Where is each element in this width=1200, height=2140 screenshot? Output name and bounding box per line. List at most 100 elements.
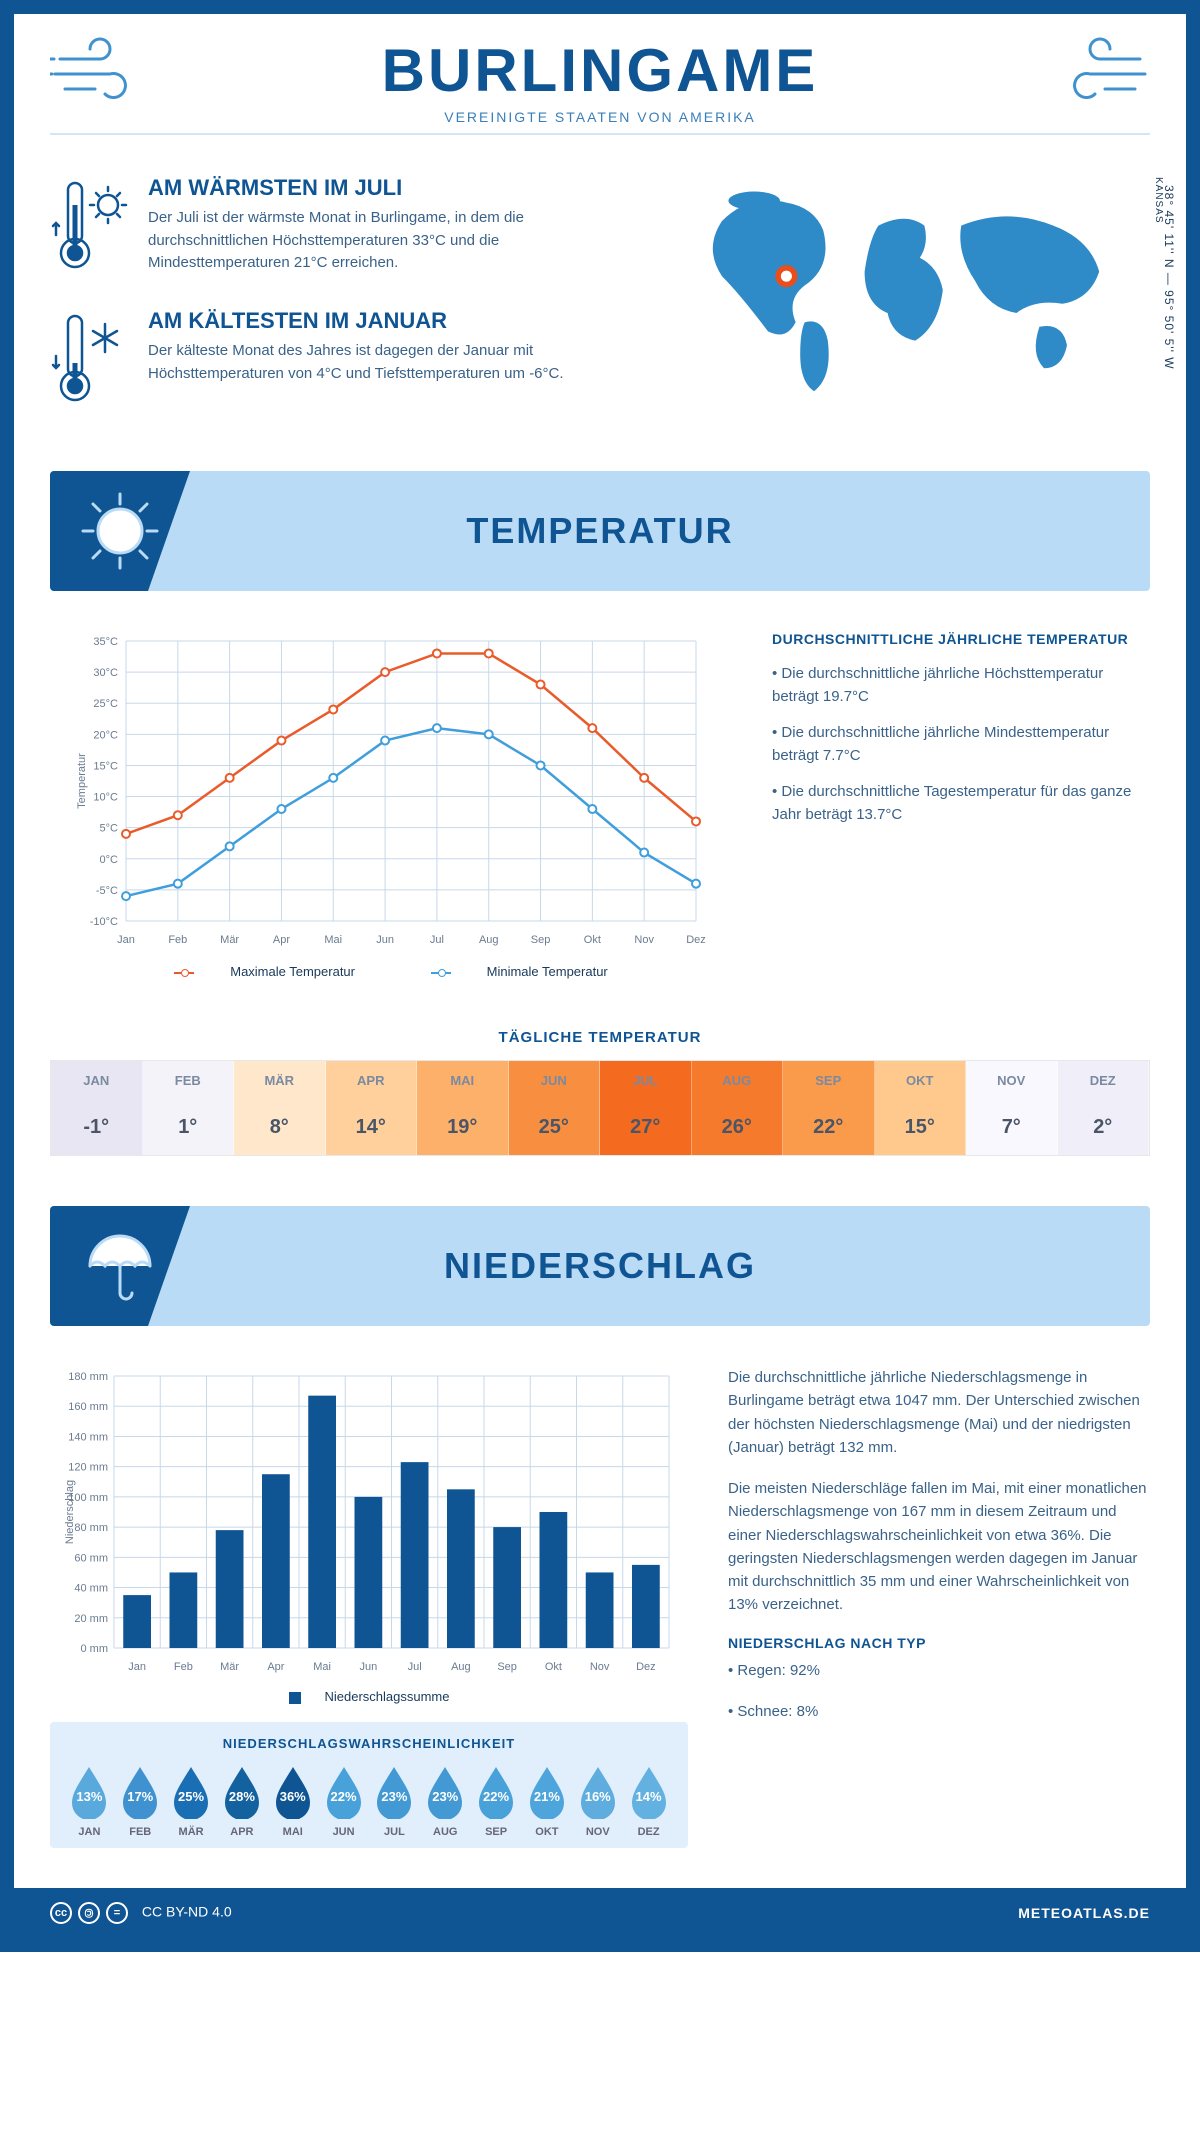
temp-info-heading: DURCHSCHNITTLICHE JÄHRLICHE TEMPERATUR	[772, 631, 1150, 647]
sun-icon	[50, 471, 190, 591]
coldest-block: AM KÄLTESTEN IM JANUAR Der kälteste Mona…	[50, 308, 622, 413]
svg-text:160 mm: 160 mm	[68, 1401, 108, 1413]
svg-text:60 mm: 60 mm	[74, 1552, 108, 1564]
site-name: METEOATLAS.DE	[1018, 1905, 1150, 1921]
svg-text:15°C: 15°C	[93, 760, 118, 772]
svg-text:-10°C: -10°C	[90, 916, 118, 928]
svg-text:Mär: Mär	[220, 1661, 239, 1673]
table-cell: -1°	[51, 1100, 143, 1155]
probability-drop: 23% AUG	[422, 1763, 469, 1838]
table-cell: 8°	[234, 1100, 326, 1155]
probability-drop: 36% MAI	[269, 1763, 316, 1838]
wind-icon	[1040, 34, 1150, 114]
svg-text:Jun: Jun	[376, 934, 394, 946]
umbrella-icon	[50, 1206, 190, 1326]
precip-info: Die durchschnittliche jährliche Niedersc…	[728, 1366, 1150, 1848]
svg-text:0°C: 0°C	[100, 854, 119, 866]
warmest-text: Der Juli ist der wärmste Monat in Burlin…	[148, 207, 622, 275]
svg-text:Jan: Jan	[128, 1661, 146, 1673]
svg-text:Aug: Aug	[451, 1661, 471, 1673]
probability-box: NIEDERSCHLAGSWAHRSCHEINLICHKEIT 13% JAN …	[50, 1722, 688, 1848]
svg-text:Jun: Jun	[360, 1661, 378, 1673]
svg-text:Nov: Nov	[634, 934, 654, 946]
header: BURLINGAME VEREINIGTE STAATEN VON AMERIK…	[50, 14, 1150, 145]
thermometer-hot-icon	[50, 175, 130, 280]
precip-banner: NIEDERSCHLAG	[50, 1206, 1150, 1326]
svg-text:Niederschlag: Niederschlag	[64, 1480, 76, 1544]
svg-text:Sep: Sep	[497, 1661, 517, 1673]
svg-text:Apr: Apr	[273, 934, 290, 946]
probability-drop: 14% DEZ	[625, 1763, 672, 1838]
temp-info-bullet: • Die durchschnittliche jährliche Höchst…	[772, 663, 1150, 708]
wind-icon	[50, 34, 160, 114]
table-header: DEZ	[1058, 1061, 1150, 1100]
svg-text:Nov: Nov	[590, 1661, 610, 1673]
probability-drop: 28% APR	[218, 1763, 265, 1838]
svg-text:Sep: Sep	[531, 934, 551, 946]
svg-text:80 mm: 80 mm	[74, 1522, 108, 1534]
svg-text:Dez: Dez	[686, 934, 706, 946]
svg-text:0 mm: 0 mm	[81, 1643, 109, 1655]
table-cell: 25°	[509, 1100, 601, 1155]
temperature-info: DURCHSCHNITTLICHE JÄHRLICHE TEMPERATUR •…	[772, 631, 1150, 979]
chart-legend: Niederschlagssumme	[50, 1689, 688, 1704]
probability-drop: 17% FEB	[117, 1763, 164, 1838]
table-header: SEP	[783, 1061, 875, 1100]
svg-text:Jul: Jul	[408, 1661, 422, 1673]
table-cell: 26°	[692, 1100, 784, 1155]
temp-info-bullet: • Die durchschnittliche Tagestemperatur …	[772, 781, 1150, 826]
chart-legend: Maximale Temperatur Minimale Temperatur	[50, 964, 732, 979]
table-header: APR	[326, 1061, 418, 1100]
coldest-text: Der kälteste Monat des Jahres ist dagege…	[148, 340, 622, 385]
intro-section: AM WÄRMSTEN IM JULI Der Juli ist der wär…	[50, 145, 1150, 461]
page-title: BURLINGAME	[50, 36, 1150, 105]
warmest-title: AM WÄRMSTEN IM JULI	[148, 175, 622, 201]
probability-drop: 22% SEP	[473, 1763, 520, 1838]
table-header: MAI	[417, 1061, 509, 1100]
temperature-banner: TEMPERATUR	[50, 471, 1150, 591]
probability-drop: 22% JUN	[320, 1763, 367, 1838]
precip-type-bullet: • Schnee: 8%	[728, 1700, 1150, 1723]
temperature-chart: -10°C-5°C0°C5°C10°C15°C20°C25°C30°C35°CJ…	[50, 631, 732, 979]
svg-text:25°C: 25°C	[93, 698, 118, 710]
svg-text:Mär: Mär	[220, 934, 239, 946]
svg-text:Okt: Okt	[545, 1661, 562, 1673]
table-cell: 15°	[875, 1100, 967, 1155]
table-cell: 14°	[326, 1100, 418, 1155]
svg-text:10°C: 10°C	[93, 792, 118, 804]
section-title: NIEDERSCHLAG	[444, 1245, 756, 1287]
legend-precip: Niederschlagssumme	[325, 1689, 450, 1704]
svg-text:40 mm: 40 mm	[74, 1583, 108, 1595]
svg-text:Dez: Dez	[636, 1661, 656, 1673]
thermometer-cold-icon	[50, 308, 130, 413]
warmest-block: AM WÄRMSTEN IM JULI Der Juli ist der wär…	[50, 175, 622, 280]
svg-text:20°C: 20°C	[93, 729, 118, 741]
license-text: CC BY-ND 4.0	[142, 1904, 232, 1920]
probability-drop: 25% MÄR	[168, 1763, 215, 1838]
page-subtitle: VEREINIGTE STAATEN VON AMERIKA	[50, 109, 1150, 135]
table-cell: 2°	[1058, 1100, 1150, 1155]
svg-text:180 mm: 180 mm	[68, 1371, 108, 1383]
table-cell: 19°	[417, 1100, 509, 1155]
table-header: NOV	[966, 1061, 1058, 1100]
coords-label: 38° 45' 11'' N — 95° 50' 5'' W	[1162, 185, 1176, 370]
svg-text:5°C: 5°C	[100, 823, 119, 835]
table-cell: 27°	[600, 1100, 692, 1155]
svg-text:Temperatur: Temperatur	[76, 753, 88, 809]
table-header: JUL	[600, 1061, 692, 1100]
table-header: JAN	[51, 1061, 143, 1100]
world-map: KANSAS 38° 45' 11'' N — 95° 50' 5'' W	[662, 175, 1150, 441]
precip-type-bullet: • Regen: 92%	[728, 1659, 1150, 1682]
svg-text:Aug: Aug	[479, 934, 499, 946]
temp-info-bullet: • Die durchschnittliche jährliche Mindes…	[772, 722, 1150, 767]
legend-max: Maximale Temperatur	[230, 964, 355, 979]
table-header: JUN	[509, 1061, 601, 1100]
svg-text:Jan: Jan	[117, 934, 135, 946]
precip-paragraph: Die durchschnittliche jährliche Niedersc…	[728, 1366, 1150, 1459]
probability-drop: 21% OKT	[523, 1763, 570, 1838]
svg-text:Okt: Okt	[584, 934, 601, 946]
probability-drop: 16% NOV	[574, 1763, 621, 1838]
svg-text:Feb: Feb	[174, 1661, 193, 1673]
svg-text:Mai: Mai	[313, 1661, 331, 1673]
table-cell: 22°	[783, 1100, 875, 1155]
